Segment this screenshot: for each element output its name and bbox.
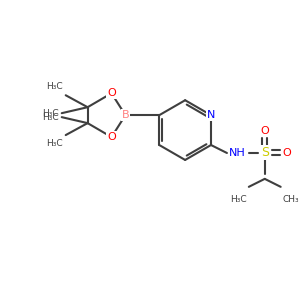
Text: CH₃: CH₃	[282, 195, 299, 204]
Text: H₃C: H₃C	[46, 139, 63, 148]
Text: N: N	[207, 110, 215, 120]
Text: B: B	[122, 110, 129, 120]
Text: NH: NH	[229, 148, 245, 158]
Text: H₃C: H₃C	[46, 82, 63, 91]
Text: O: O	[107, 132, 116, 142]
Text: O: O	[260, 126, 269, 136]
Text: S: S	[261, 146, 269, 160]
Text: H₃C: H₃C	[42, 113, 59, 122]
Text: O: O	[282, 148, 291, 158]
Text: H₃C: H₃C	[231, 195, 247, 204]
Text: H₃C: H₃C	[42, 109, 59, 118]
Text: O: O	[107, 88, 116, 98]
